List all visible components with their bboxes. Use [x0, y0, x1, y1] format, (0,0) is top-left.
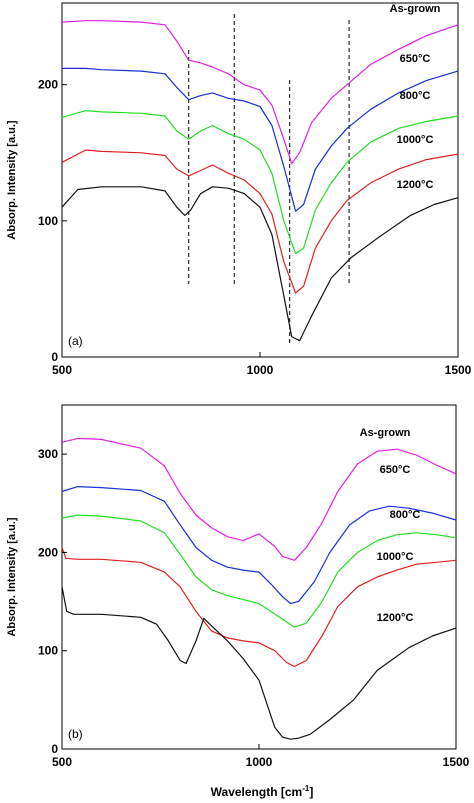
- y-tick-label: 200: [38, 545, 58, 559]
- panel-b-chart: 500 1000 1500 0 100 200 300 As-grown 650°C 800°…: [6, 404, 470, 799]
- series-label: 1000°C: [377, 551, 414, 563]
- series-label: 800°C: [400, 90, 431, 102]
- y-tick-label: 200: [38, 78, 58, 92]
- x-tick-label: 1500: [445, 363, 472, 377]
- series-label: As-grown: [360, 427, 411, 439]
- series-label: 1200°C: [397, 179, 434, 191]
- y-tick-label: 0: [51, 742, 58, 756]
- y-tick-label: 0: [51, 350, 58, 364]
- series-line-2: [61, 110, 459, 255]
- y-tick-label: 300: [38, 447, 58, 461]
- panel-a-y-axis-label: Absorp. Intensity [a.u.]: [6, 120, 18, 240]
- y-tick-label: 100: [38, 214, 58, 228]
- series-line-3: [61, 547, 457, 667]
- x-tick-label: 1000: [247, 363, 274, 377]
- series-label: 650°C: [400, 53, 431, 65]
- x-axis-label-superscript: -1: [302, 784, 310, 793]
- panel-b-tag: (b): [68, 727, 83, 741]
- panel-b-x-axis-label: Wavelength [cm-1]: [211, 784, 314, 799]
- series-label: 1200°C: [377, 612, 414, 624]
- x-tick-label: 500: [52, 755, 72, 769]
- series-label: 800°C: [390, 509, 421, 521]
- series-label: As-grown: [390, 3, 441, 15]
- series-line-4: [61, 186, 459, 342]
- x-tick-label: 1500: [443, 755, 470, 769]
- series-line-1: [61, 486, 457, 605]
- series-line-4: [61, 586, 457, 740]
- y-tick-label: 100: [38, 644, 58, 658]
- panel-b-frame: [61, 404, 457, 750]
- series-line-0: [61, 20, 459, 165]
- series-line-3: [61, 149, 459, 294]
- panel-b-y-axis-label: Absorp. Intensity [a.u.]: [6, 517, 18, 637]
- x-axis-label-end: ]: [309, 785, 313, 799]
- series-line-0: [61, 437, 457, 561]
- series-line-2: [61, 514, 457, 628]
- x-tick-label: 500: [52, 363, 72, 377]
- panel-a-tag: (a): [68, 334, 83, 348]
- series-label: 650°C: [380, 464, 411, 476]
- series-line-1: [62, 67, 459, 212]
- x-tick-label: 1000: [246, 755, 273, 769]
- panel-a-chart: 500 1000 1500 0 100 200 As-grown 650°C 800°C 10…: [6, 2, 472, 377]
- series-label: 1000°C: [397, 134, 434, 146]
- x-axis-label-main: Wavelength [cm: [211, 785, 303, 799]
